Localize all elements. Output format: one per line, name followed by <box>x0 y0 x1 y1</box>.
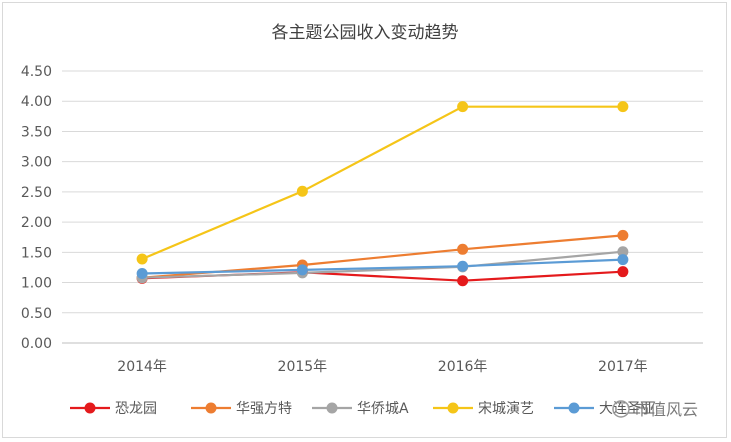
legend: 恐龙园 华强方特 华侨城A 宋城演艺 大连圣亚 <box>70 401 655 417</box>
x-tick-label: 2014年 <box>117 359 167 375</box>
chart-frame <box>2 2 727 438</box>
y-tick-label: 2.00 <box>21 215 52 231</box>
legend-marker <box>568 402 580 414</box>
series-line <box>142 250 624 279</box>
data-point <box>457 260 469 272</box>
legend-item: 华侨城A <box>312 401 409 417</box>
data-point <box>617 101 629 113</box>
data-points <box>136 101 629 287</box>
legend-item: 宋城演艺 <box>433 401 534 417</box>
y-tick-label: 0.00 <box>21 336 52 352</box>
y-tick-label: 4.50 <box>21 64 52 80</box>
data-point <box>617 246 629 258</box>
x-tick-label: 2015年 <box>278 359 328 375</box>
legend-marker <box>447 402 459 414</box>
x-tick-label: 2017年 <box>598 359 648 375</box>
watermark: 市值风云 <box>612 400 698 419</box>
data-point <box>457 275 469 287</box>
y-tick-label: 1.50 <box>21 245 52 261</box>
legend-label: 华强方特 <box>236 401 292 417</box>
y-tick-label: 1.00 <box>21 276 52 292</box>
data-point <box>296 264 308 276</box>
y-tick-label: 4.00 <box>21 94 52 110</box>
series-lines <box>141 105 624 282</box>
legend-label: 大连圣亚 <box>599 401 655 417</box>
chart-title: 各主题公园收入变动趋势 <box>272 23 459 43</box>
legend-label: 恐龙园 <box>115 401 157 417</box>
legend-marker <box>326 402 338 414</box>
data-point <box>136 253 148 265</box>
legend-item: 恐龙园 <box>70 401 157 417</box>
data-point <box>296 185 308 197</box>
legend-marker <box>205 402 217 414</box>
legend-label: 华侨城A <box>357 401 409 417</box>
data-point <box>617 266 629 278</box>
y-tick-label: 3.50 <box>21 124 52 140</box>
x-axis-tick-labels: 2014年 2015年 2016年 2017年 <box>117 359 647 375</box>
legend-label: 宋城演艺 <box>478 401 534 417</box>
y-tick-label: 2.50 <box>21 185 52 201</box>
legend-item: 华强方特 <box>191 401 292 417</box>
watermark-logo-icon <box>612 400 630 418</box>
series-line <box>142 258 623 275</box>
y-axis-tick-labels: 0.00 0.50 1.00 1.50 2.00 2.50 3.00 3.50 4.00 4.50 <box>21 64 52 352</box>
data-point <box>136 267 148 279</box>
series-line <box>141 105 623 261</box>
y-tick-label: 3.00 <box>21 155 52 171</box>
data-point <box>457 101 469 113</box>
watermark-text: 市值风云 <box>634 400 698 419</box>
x-tick-label: 2016年 <box>438 359 488 375</box>
data-point <box>457 243 469 255</box>
y-tick-label: 0.50 <box>21 306 52 322</box>
data-point <box>617 254 629 266</box>
grid-lines <box>62 70 703 344</box>
data-point <box>617 229 629 241</box>
legend-item: 大连圣亚 <box>554 401 655 417</box>
legend-marker <box>84 402 96 414</box>
